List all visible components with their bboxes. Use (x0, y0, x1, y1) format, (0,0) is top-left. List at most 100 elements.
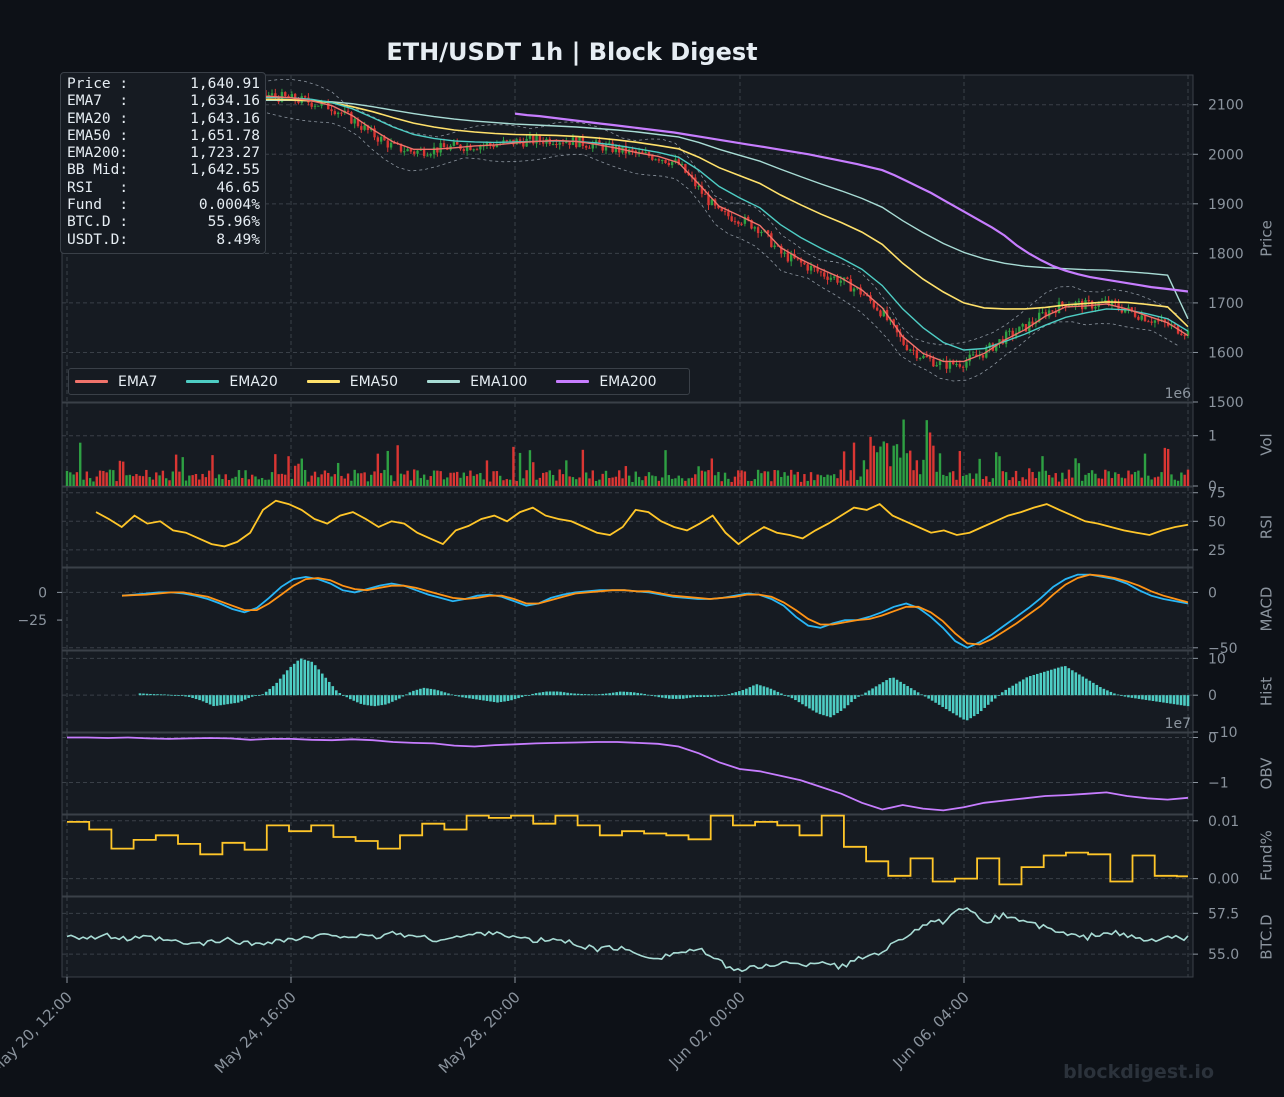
hist-bar (741, 690, 745, 696)
volume-bar (1097, 478, 1100, 486)
volume-bar (687, 478, 690, 486)
volume-bar (1090, 470, 1094, 486)
volume-bar (912, 470, 915, 486)
x-tick-label: Jun 02, 00:00 (665, 988, 749, 1072)
candle-body (746, 216, 750, 220)
hist-bar (257, 695, 261, 696)
hist-bar (710, 695, 713, 697)
candle-body (360, 126, 363, 130)
volume-bar (135, 474, 138, 486)
panel-frame (61, 814, 1194, 897)
candle-body (786, 252, 790, 262)
candle-body (538, 135, 542, 142)
volume-bar (713, 475, 717, 486)
legend-swatch (186, 380, 220, 383)
volume-bar (1014, 470, 1018, 486)
volume-bar (340, 475, 343, 486)
volume-bar (958, 451, 962, 486)
hist-bar (1085, 678, 1088, 696)
candle-body (1061, 301, 1064, 305)
hist-bar (503, 695, 506, 702)
hist-bar (930, 695, 934, 701)
volume-bar (961, 476, 965, 486)
candle-body (710, 199, 714, 206)
volume-bar (191, 475, 194, 486)
hist-bar (688, 695, 692, 698)
hist-bar (794, 695, 797, 701)
volume-bar (343, 478, 346, 486)
volume-bar (641, 480, 644, 486)
volume-bar (618, 470, 621, 486)
hist-bar (787, 695, 790, 697)
candle-body (928, 357, 932, 359)
candle-body (1163, 319, 1167, 323)
candle-body (614, 145, 618, 152)
candle-body (803, 262, 806, 265)
hist-bar (622, 691, 625, 696)
candle-body (1080, 301, 1084, 310)
volume-bar (849, 470, 852, 486)
volume-bar (985, 476, 988, 486)
candle-body (756, 227, 760, 234)
hist-bar (909, 688, 913, 696)
volume-bar (661, 477, 664, 486)
volume-bar (819, 475, 823, 486)
candle-body (409, 149, 413, 152)
hist-bar (916, 692, 920, 696)
hist-bar (976, 695, 979, 715)
volume-bar (813, 480, 816, 486)
volume-bar (1166, 448, 1170, 486)
volume-bar (174, 454, 178, 486)
hist-bar (377, 695, 380, 706)
volume-bar (518, 452, 522, 486)
candle-body (1180, 333, 1183, 336)
volume-bar (178, 471, 181, 486)
candle-body (641, 151, 644, 153)
info-label: EMA200: (67, 145, 129, 162)
hist-bar (359, 695, 363, 704)
volume-bar (598, 479, 601, 486)
hist-bar (243, 695, 247, 700)
hist-bar (562, 692, 566, 696)
volume-bar (872, 445, 876, 486)
hist-bar (1050, 669, 1053, 696)
info-value: 1,634.16 (190, 93, 260, 110)
hist-bar (454, 695, 457, 696)
volume-bar (370, 474, 373, 486)
hist-bar (1127, 695, 1130, 698)
volume-bar (766, 471, 770, 486)
hist-bar (1183, 695, 1186, 706)
candle-body (955, 364, 958, 366)
panel-volume: Vol 0 1 (61, 402, 1276, 495)
info-value: 1,642.55 (190, 162, 260, 179)
y-tick-label: 1500 (1208, 395, 1244, 411)
volume-bar (171, 471, 175, 486)
candle-body (680, 164, 684, 166)
candle-body (1120, 308, 1124, 313)
volume-bar (201, 473, 204, 486)
volume-bar (895, 444, 899, 486)
panel-btcd: BTC.D 57.5 55.0 (61, 896, 1276, 978)
info-value: 55.96% (207, 214, 260, 231)
volume-bar (608, 477, 611, 486)
volume-bar (456, 471, 459, 486)
volume-bar (376, 453, 380, 486)
volume-bar (909, 450, 912, 486)
y-tick-label: 0 (1208, 731, 1217, 747)
hist-bar (822, 695, 825, 716)
volume-bar (270, 472, 274, 486)
axis-label-hist: Hist (1258, 677, 1276, 706)
candle-body (495, 144, 499, 148)
hist-bar (580, 693, 583, 696)
candle-body (852, 288, 856, 292)
volume-bar (839, 469, 842, 486)
volume-bar (604, 470, 608, 486)
hist-bar (422, 687, 426, 696)
candle-body (601, 144, 604, 151)
hist-bar (1158, 695, 1162, 703)
hist-bar (331, 686, 335, 696)
volume-bar (492, 471, 495, 486)
hist-bar (1144, 695, 1148, 700)
volume-bar (479, 472, 482, 486)
